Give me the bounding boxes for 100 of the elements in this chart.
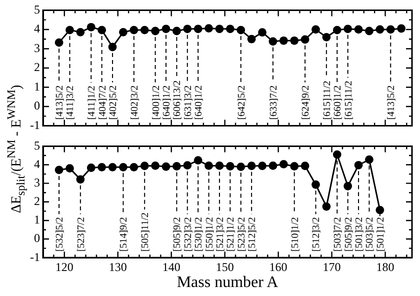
point [76, 28, 85, 36]
point [86, 22, 96, 32]
point [386, 25, 395, 34]
annotation: [505]9/2 [343, 217, 354, 252]
point [54, 38, 64, 47]
annotation: [400]1/2 [150, 85, 162, 120]
point [332, 26, 342, 34]
x-tick-label: 170 [322, 260, 341, 274]
point [119, 162, 128, 172]
point [247, 34, 256, 44]
annotation: [501]3/2 [354, 217, 366, 252]
annotation: [514]9/2 [118, 217, 130, 252]
annotation: [530]1/2 [194, 217, 205, 252]
point [332, 150, 342, 159]
point [312, 25, 320, 34]
x-tick-label: 140 [162, 260, 180, 274]
annotation: [512]3/2 [311, 217, 322, 252]
annotation: [503]7/2 [332, 217, 344, 252]
x-axis-title: Mass number A [176, 274, 280, 292]
annotation: [505]11/2 [140, 212, 152, 252]
point [344, 182, 352, 190]
y-tick-label: 3 [34, 40, 40, 55]
y-tick-label: -1 [30, 118, 40, 132]
y-tick-label: 0 [34, 98, 40, 113]
point [86, 164, 96, 172]
annotation: [633]7/2 [268, 85, 280, 120]
x-tick-label: 130 [108, 260, 127, 274]
point [365, 155, 374, 164]
annotation: [505]9/2 [172, 217, 184, 252]
x-tick-label: 180 [376, 260, 394, 274]
point [300, 35, 310, 44]
annotation: [503]5/2 [364, 217, 376, 252]
annotation: [631]3/2 [182, 85, 194, 120]
point [194, 156, 202, 165]
point [290, 162, 299, 170]
point [119, 28, 128, 36]
point [108, 162, 117, 172]
annotation: [510]1/2 [290, 217, 301, 252]
point [247, 162, 256, 170]
point [162, 162, 170, 171]
annotation: [413]5/2 [54, 85, 66, 120]
point [365, 26, 374, 36]
point [236, 26, 246, 34]
y-tick-label: 2 [34, 194, 40, 208]
annotation: [532]3/2 [182, 217, 194, 252]
point [204, 24, 213, 33]
point [376, 206, 384, 214]
point [226, 162, 234, 170]
annotation: [523]7/2 [76, 217, 87, 252]
annotation: [402]3/2 [129, 85, 140, 120]
annotation: [550]1/2 [204, 217, 216, 252]
point [162, 24, 170, 34]
point [322, 202, 331, 211]
y-tick-label: 1 [34, 212, 40, 227]
point [215, 161, 224, 170]
annotation: [411]3/2 [65, 86, 76, 120]
annotation: [411]1/2 [86, 86, 98, 120]
point [290, 36, 299, 45]
point [279, 36, 288, 45]
y-tick-label: 5 [34, 2, 40, 16]
y-tick-label: 3 [34, 175, 40, 190]
point [268, 37, 278, 46]
annotation: [512]5/2 [247, 217, 258, 252]
point [98, 26, 106, 34]
point [108, 42, 117, 52]
point [172, 162, 181, 170]
y-tick-label: -1 [30, 250, 40, 264]
annotation: [640]1/2 [194, 85, 205, 120]
annotation: [660]1/2 [332, 85, 344, 120]
annotation: [501]1/2 [375, 217, 386, 252]
annotation: [404]7/2 [97, 85, 108, 120]
y-tick-label: 0 [34, 231, 40, 246]
annotation: [642]5/2 [236, 85, 248, 120]
point [98, 162, 106, 172]
point [322, 32, 331, 42]
annotation: [532]5/2 [54, 217, 66, 252]
point [194, 24, 202, 34]
point [376, 25, 384, 34]
point [258, 162, 266, 170]
point [66, 26, 74, 34]
x-tick-label: 160 [269, 260, 288, 274]
point [151, 161, 160, 170]
point [130, 162, 138, 172]
annotation: [606]13/2 [172, 80, 184, 120]
annotation: [615]11/2 [322, 80, 333, 120]
point [76, 175, 85, 184]
point [54, 166, 64, 174]
x-tick-label: 120 [55, 260, 74, 274]
annotation: [523]5/2 [236, 217, 248, 252]
annotation: [521]1/2 [226, 217, 237, 252]
annotation: [640]1/2 [162, 85, 172, 120]
annotation: [615]11/2 [343, 80, 354, 120]
point [226, 24, 234, 34]
annotation: [413]5/2 [386, 85, 398, 120]
point [354, 25, 363, 34]
y-tick-label: 4 [34, 156, 40, 171]
point [130, 26, 138, 34]
point [279, 160, 288, 168]
point [66, 164, 74, 172]
point [140, 162, 149, 170]
